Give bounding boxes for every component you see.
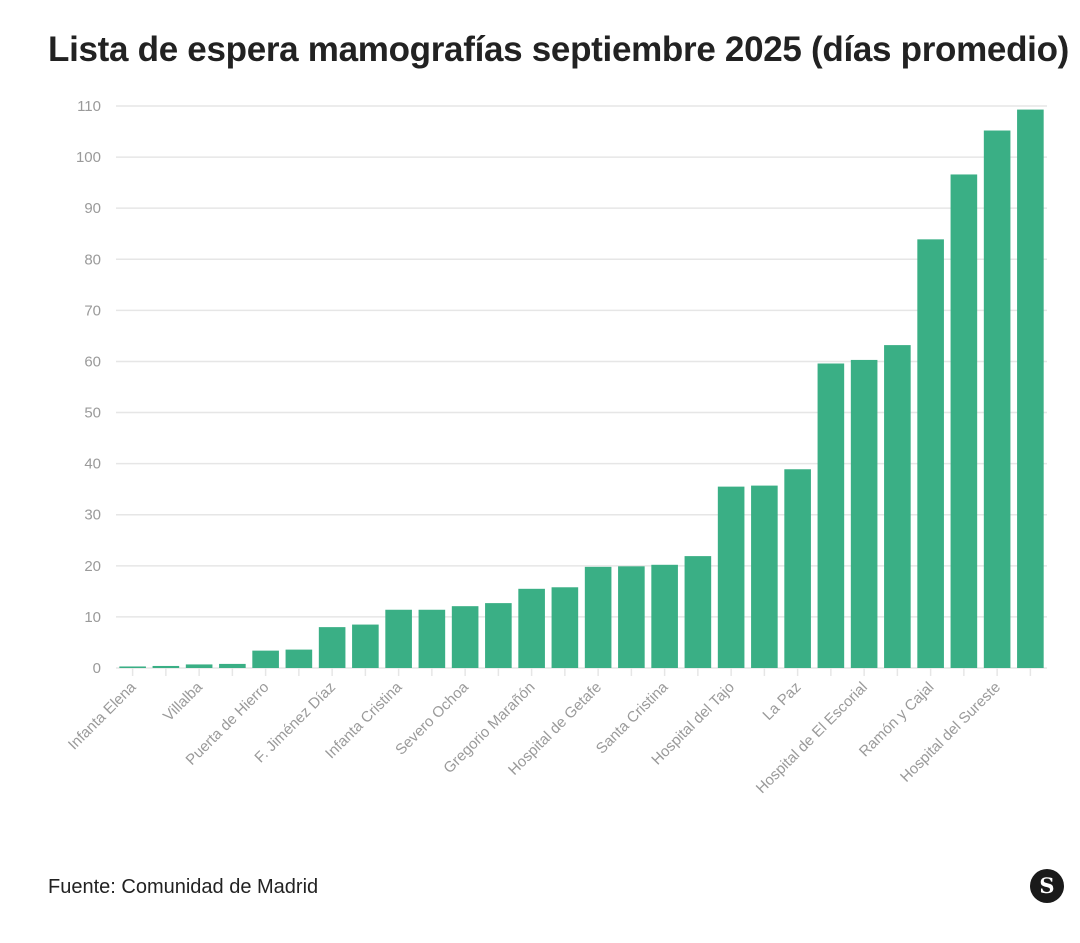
bar: [784, 469, 811, 668]
bar: [219, 663, 246, 668]
y-axis-ticks: 0 10 20 30 40 50 60 70 80 90 100 110: [76, 98, 101, 677]
bar: [252, 650, 279, 668]
bar: [618, 566, 645, 668]
bar: [584, 566, 612, 668]
bar: [684, 556, 712, 668]
bar: [285, 649, 313, 668]
bar: [551, 587, 579, 668]
y-tick-label: 90: [84, 200, 101, 217]
bars: [119, 109, 1044, 669]
y-tick-label: 70: [84, 302, 101, 319]
bar: [950, 174, 978, 668]
bar: [751, 485, 778, 668]
x-tick-label: Villalba: [160, 678, 206, 724]
bar: [352, 624, 379, 668]
x-tick-label: Hospital de El Escorial: [753, 679, 871, 797]
bar: [152, 665, 180, 668]
y-tick-label: 30: [84, 507, 101, 524]
bar: [185, 664, 213, 668]
y-tick-label: 0: [93, 660, 101, 677]
bar: [717, 486, 745, 668]
chart-title: Lista de espera mamografías septiembre 2…: [48, 30, 1070, 69]
y-tick-label: 10: [84, 609, 101, 626]
publisher-logo: S: [1030, 869, 1064, 903]
y-tick-label: 100: [76, 149, 101, 166]
bar: [451, 606, 479, 668]
gridlines: [116, 105, 1047, 669]
x-tick-label: La Paz: [759, 679, 804, 724]
bar: [518, 588, 545, 668]
y-tick-label: 40: [84, 456, 101, 473]
bar: [485, 603, 512, 668]
source-note: Fuente: Comunidad de Madrid: [48, 876, 319, 898]
bar: [651, 564, 678, 668]
y-tick-label: 50: [84, 405, 101, 422]
bar: [850, 359, 878, 668]
y-tick-label: 80: [84, 251, 101, 268]
bar: [385, 609, 412, 668]
bar: [119, 666, 146, 668]
x-tick-label: Infanta Elena: [65, 678, 140, 753]
bar: [983, 130, 1011, 669]
bar: [1017, 109, 1044, 669]
bar: [418, 609, 446, 668]
bar: [318, 627, 346, 668]
y-tick-label: 20: [84, 558, 101, 575]
bar: [884, 345, 911, 668]
y-tick-label: 110: [77, 98, 101, 115]
bar: [917, 239, 944, 668]
y-tick-label: 60: [84, 353, 101, 370]
bar: [817, 363, 845, 668]
